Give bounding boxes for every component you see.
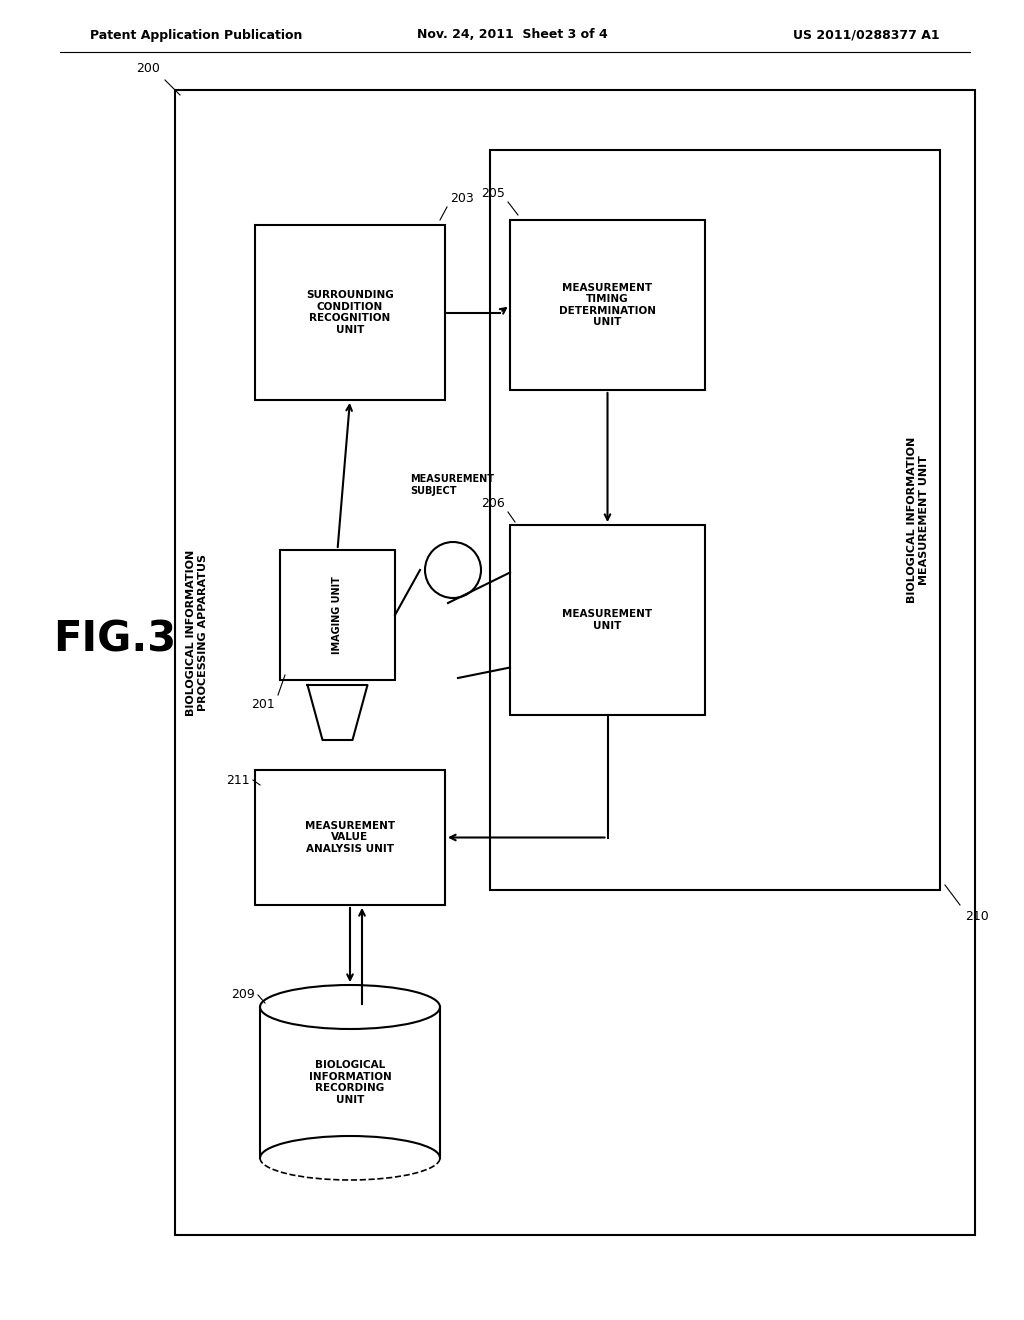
Bar <box>510 525 705 715</box>
Text: US 2011/0288377 A1: US 2011/0288377 A1 <box>794 29 940 41</box>
Ellipse shape <box>260 985 440 1030</box>
Text: BIOLOGICAL
INFORMATION
RECORDING
UNIT: BIOLOGICAL INFORMATION RECORDING UNIT <box>308 1060 391 1105</box>
Text: IMAGING UNIT: IMAGING UNIT <box>333 576 342 653</box>
Text: 205: 205 <box>481 187 505 201</box>
Text: 200: 200 <box>136 62 160 75</box>
Text: MEASUREMENT
SUBJECT: MEASUREMENT SUBJECT <box>410 474 494 496</box>
Text: 209: 209 <box>231 989 255 1002</box>
Text: SURROUNDING
CONDITION
RECOGNITION
UNIT: SURROUNDING CONDITION RECOGNITION UNIT <box>306 290 394 335</box>
Bar <box>510 220 705 389</box>
Text: MEASUREMENT
TIMING
DETERMINATION
UNIT: MEASUREMENT TIMING DETERMINATION UNIT <box>559 282 656 327</box>
Text: 203: 203 <box>450 191 474 205</box>
Bar <box>260 1007 440 1158</box>
Text: 211: 211 <box>226 774 250 787</box>
Text: 210: 210 <box>965 909 989 923</box>
Text: 201: 201 <box>251 698 275 711</box>
Bar <box>255 770 445 906</box>
Text: MEASUREMENT
UNIT: MEASUREMENT UNIT <box>562 610 652 631</box>
Text: MEASUREMENT
VALUE
ANALYSIS UNIT: MEASUREMENT VALUE ANALYSIS UNIT <box>305 821 395 854</box>
Text: FIG.3: FIG.3 <box>53 619 176 661</box>
Text: BIOLOGICAL INFORMATION
MEASUREMENT UNIT: BIOLOGICAL INFORMATION MEASUREMENT UNIT <box>907 437 929 603</box>
Bar <box>260 1007 440 1158</box>
Polygon shape <box>307 685 368 741</box>
Text: BIOLOGICAL INFORMATION
PROCESSING APPARATUS: BIOLOGICAL INFORMATION PROCESSING APPARA… <box>186 549 208 715</box>
Text: Patent Application Publication: Patent Application Publication <box>90 29 302 41</box>
Bar <box>175 90 975 1236</box>
Text: 206: 206 <box>481 498 505 510</box>
Text: Nov. 24, 2011  Sheet 3 of 4: Nov. 24, 2011 Sheet 3 of 4 <box>417 29 607 41</box>
Bar <box>255 224 445 400</box>
Bar <box>280 550 395 680</box>
Bar <box>490 150 940 890</box>
